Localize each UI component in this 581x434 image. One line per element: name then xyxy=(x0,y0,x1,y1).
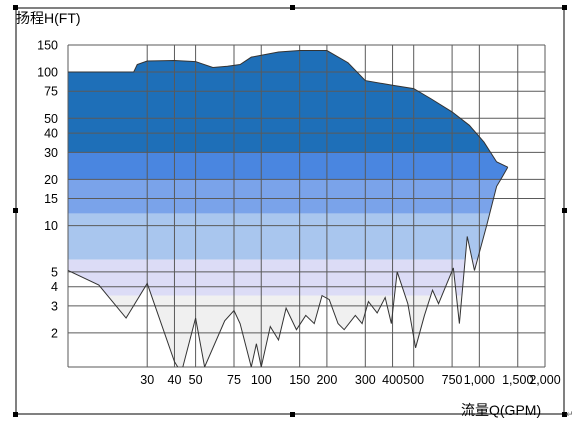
x-tick-label: 400 xyxy=(382,373,403,387)
y-tick-label: 10 xyxy=(44,219,58,233)
upper-envelope-line xyxy=(68,50,508,168)
envelope-lines xyxy=(68,50,509,367)
x-tick-label: 30 xyxy=(140,373,154,387)
x-tick-label: 75 xyxy=(227,373,241,387)
frame-handle-top-left xyxy=(13,5,18,10)
frame-handle-bottom-right xyxy=(562,412,567,417)
y-tick-label: 4 xyxy=(51,280,58,294)
x-tick-label: 1,000 xyxy=(464,373,495,387)
y-tick-label: 30 xyxy=(44,146,58,160)
frame-handle-middle-left xyxy=(13,208,18,213)
x-tick-label: 100 xyxy=(251,373,272,387)
frame-handle-middle-right xyxy=(562,208,567,213)
y-tick-label: 2 xyxy=(51,326,58,340)
y-tick-label: 100 xyxy=(37,66,58,80)
x-tick-label: 500 xyxy=(403,373,424,387)
y-tick-label: 75 xyxy=(44,85,58,99)
color-band-4 xyxy=(68,259,508,296)
x-axis-title: 流量Q(GPM) xyxy=(461,402,541,418)
y-tick-label: 3 xyxy=(51,299,58,313)
x-tick-label: 40 xyxy=(168,373,182,387)
frame-handle-bottom-left xyxy=(13,412,18,417)
frame-handle-top-right xyxy=(562,5,567,10)
y-axis-title: 扬程H(FT) xyxy=(16,10,81,26)
x-tick-label: 300 xyxy=(355,373,376,387)
x-tick-label: 2,000 xyxy=(529,373,560,387)
frame-handle-bottom-middle xyxy=(290,412,295,417)
x-tick-label: 50 xyxy=(189,373,203,387)
color-band-1 xyxy=(68,152,508,180)
y-tick-label: 15 xyxy=(44,192,58,206)
lower-envelope-line xyxy=(68,166,509,367)
x-tick-label: 150 xyxy=(289,373,310,387)
paragraph-mark-icon: ↵ xyxy=(566,409,574,419)
y-tick-label: 40 xyxy=(44,127,58,141)
y-tick-label: 150 xyxy=(37,39,58,53)
frame-handle-top-middle xyxy=(290,5,295,10)
y-tick-label: 20 xyxy=(44,173,58,187)
y-tick-label: 50 xyxy=(44,112,58,126)
y-tick-label: 5 xyxy=(51,265,58,279)
color-band-3 xyxy=(68,213,508,260)
x-tick-labels: 30 40 50 75 100 150 200 300 400 500 750 1,000 1,5002… xyxy=(140,373,560,387)
color-band-2 xyxy=(68,179,508,214)
x-tick-label: 200 xyxy=(316,373,337,387)
x-tick-label: 1,500 xyxy=(502,373,533,387)
x-tick-label: 750 xyxy=(442,373,463,387)
